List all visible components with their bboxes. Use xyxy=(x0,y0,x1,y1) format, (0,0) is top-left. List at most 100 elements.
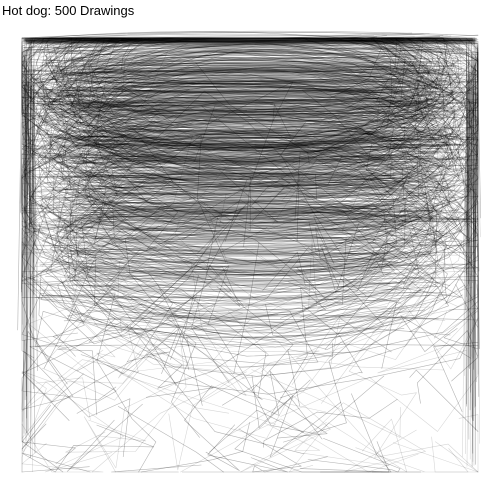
drawing-stroke xyxy=(21,85,479,473)
drawing-stroke xyxy=(66,87,479,473)
drawing-stroke xyxy=(39,40,411,149)
drawing-stroke xyxy=(69,37,422,165)
drawing-stroke xyxy=(74,172,422,334)
drawing-stroke xyxy=(50,31,479,271)
drawing-stroke xyxy=(57,183,454,339)
drawing-stroke xyxy=(23,40,476,43)
drawing-stroke xyxy=(68,51,464,119)
drawing-stroke xyxy=(47,75,409,135)
drawing-stroke xyxy=(21,72,430,358)
drawing-stroke xyxy=(68,109,425,240)
drawing-stroke xyxy=(23,42,478,45)
drawing-stroke xyxy=(37,37,474,454)
drawing-stroke xyxy=(26,39,474,42)
drawing-stroke xyxy=(37,37,479,237)
drawing-stroke xyxy=(42,37,477,401)
drawing-stroke xyxy=(33,37,479,333)
drawing-stroke xyxy=(21,37,479,350)
drawing-stroke xyxy=(26,37,476,39)
drawing-stroke xyxy=(24,84,479,293)
drawing-stroke xyxy=(77,77,468,126)
drawing-stroke xyxy=(24,37,438,248)
drawing-stroke xyxy=(41,31,423,119)
drawing-stroke xyxy=(68,131,438,325)
drawing-stroke xyxy=(39,208,412,396)
drawing-stroke xyxy=(21,32,470,473)
drawing-stroke xyxy=(75,37,435,439)
drawing-stroke xyxy=(92,47,480,397)
drawing-stroke xyxy=(24,57,479,407)
drawing-stroke xyxy=(38,43,467,372)
drawing-stroke xyxy=(57,76,443,221)
drawing-stroke xyxy=(21,39,468,289)
drawing-stroke xyxy=(24,79,406,200)
drawing-stroke xyxy=(103,37,460,137)
drawing-stroke xyxy=(25,80,428,442)
drawing-stroke xyxy=(21,110,423,364)
drawing-stroke xyxy=(42,146,479,473)
drawing-stroke xyxy=(21,39,468,289)
drawing-stroke xyxy=(21,37,439,257)
drawing-stroke xyxy=(69,37,422,165)
drawing-stroke xyxy=(49,74,395,473)
drawing-stroke xyxy=(21,37,468,158)
drawing-stroke xyxy=(21,37,453,265)
drawing-stroke xyxy=(27,41,474,43)
drawing-stroke xyxy=(45,37,382,183)
drawing-stroke xyxy=(50,37,467,184)
drawing-stroke xyxy=(24,55,437,419)
drawing-stroke xyxy=(51,62,436,234)
drawing-stroke xyxy=(21,115,452,165)
drawing-stroke xyxy=(23,40,477,43)
drawing-stroke xyxy=(29,64,475,467)
drawing-stroke xyxy=(21,38,429,269)
drawing-stroke xyxy=(64,171,446,330)
drawing-stroke xyxy=(22,37,479,422)
drawing-stroke xyxy=(40,56,427,416)
drawing-stroke xyxy=(24,40,474,43)
drawing-stroke xyxy=(21,57,428,389)
drawing-stroke xyxy=(21,173,479,439)
drawing-stroke xyxy=(34,109,405,205)
drawing-stroke xyxy=(21,37,472,305)
drawing-stroke xyxy=(40,125,397,319)
drawing-stroke xyxy=(92,51,438,223)
drawing-stroke xyxy=(82,177,414,295)
drawing-stroke xyxy=(78,38,470,369)
drawing-stroke xyxy=(30,49,477,266)
drawing-stroke xyxy=(60,50,461,265)
drawing-stroke xyxy=(22,39,475,41)
drawing-stroke xyxy=(32,37,479,291)
drawing-stroke xyxy=(33,37,477,373)
drawing-stroke xyxy=(43,118,409,369)
drawing-stroke xyxy=(21,129,432,280)
drawing-stroke xyxy=(62,53,472,357)
drawing-stroke xyxy=(53,139,455,276)
drawing-stroke xyxy=(21,37,434,415)
drawing-stroke xyxy=(88,62,467,165)
drawing-stroke xyxy=(50,35,398,135)
drawing-stroke xyxy=(24,79,406,200)
drawing-stroke xyxy=(21,76,474,460)
drawing-stroke xyxy=(52,70,436,163)
drawing-stroke xyxy=(22,47,456,284)
drawing-stroke xyxy=(84,114,452,191)
drawing-stroke xyxy=(21,91,479,473)
drawing-stroke xyxy=(21,102,444,303)
drawing-stroke xyxy=(69,44,448,171)
drawing-stroke xyxy=(21,42,435,453)
drawing-stroke xyxy=(21,215,446,305)
drawing-stroke xyxy=(32,171,464,234)
drawing-stroke xyxy=(21,123,468,458)
drawing-stroke xyxy=(23,89,457,237)
drawing-stroke xyxy=(21,101,455,407)
drawing-stroke xyxy=(75,37,422,196)
drawing-stroke xyxy=(78,38,470,369)
drawing-stroke xyxy=(25,80,428,442)
drawing-stroke xyxy=(75,37,435,439)
drawing-stroke xyxy=(36,59,475,462)
drawing-stroke xyxy=(55,37,480,349)
drawing-stroke xyxy=(27,37,402,368)
drawing-stroke xyxy=(32,64,479,350)
drawing-stroke xyxy=(21,130,434,473)
